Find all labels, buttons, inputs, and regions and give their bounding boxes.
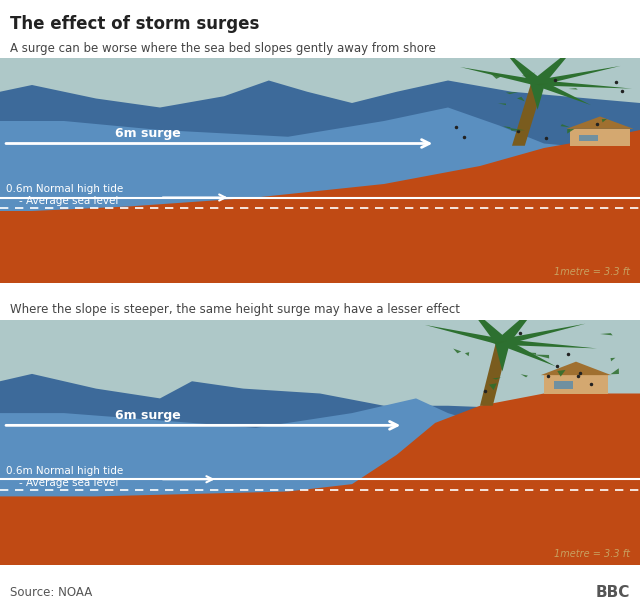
- Polygon shape: [502, 49, 545, 84]
- Polygon shape: [561, 124, 570, 127]
- Polygon shape: [497, 340, 556, 367]
- Polygon shape: [506, 92, 518, 94]
- Polygon shape: [467, 305, 509, 343]
- Text: 6m surge: 6m surge: [115, 409, 181, 422]
- Text: 0.6m Normal high tide: 0.6m Normal high tide: [6, 184, 124, 194]
- Polygon shape: [460, 67, 541, 85]
- Polygon shape: [557, 370, 566, 376]
- Polygon shape: [533, 354, 549, 359]
- Polygon shape: [567, 129, 575, 133]
- Polygon shape: [489, 383, 497, 390]
- Polygon shape: [544, 375, 608, 394]
- Polygon shape: [532, 81, 591, 105]
- Polygon shape: [0, 399, 640, 565]
- Text: - Average sea level: - Average sea level: [19, 478, 118, 488]
- Polygon shape: [568, 88, 578, 90]
- Polygon shape: [600, 333, 612, 335]
- Polygon shape: [534, 66, 621, 85]
- Polygon shape: [522, 73, 535, 77]
- Text: Where the slope is steeper, the same height surge may have a lesser effect: Where the slope is steeper, the same hei…: [10, 303, 460, 316]
- Text: BBC: BBC: [596, 585, 630, 600]
- Polygon shape: [0, 81, 640, 283]
- Polygon shape: [536, 84, 547, 85]
- Text: - Average sea level: - Average sea level: [19, 196, 118, 206]
- Text: A surge can be worse where the sea bed slopes gently away from shore: A surge can be worse where the sea bed s…: [10, 42, 435, 55]
- Polygon shape: [536, 80, 632, 89]
- Text: 1metre = 3.3 ft: 1metre = 3.3 ft: [554, 549, 630, 559]
- Polygon shape: [0, 130, 640, 283]
- Polygon shape: [570, 129, 630, 146]
- Polygon shape: [501, 339, 597, 349]
- Text: The effect of storm surges: The effect of storm surges: [10, 15, 259, 33]
- Polygon shape: [495, 301, 542, 343]
- Polygon shape: [541, 362, 611, 375]
- Polygon shape: [499, 323, 586, 344]
- Text: 0.6m Normal high tide: 0.6m Normal high tide: [6, 466, 124, 475]
- Polygon shape: [611, 358, 616, 362]
- Text: 6m surge: 6m surge: [115, 127, 181, 140]
- Polygon shape: [512, 83, 544, 146]
- Polygon shape: [530, 83, 545, 109]
- Polygon shape: [0, 320, 640, 565]
- Polygon shape: [531, 45, 577, 84]
- Polygon shape: [492, 341, 507, 344]
- Polygon shape: [465, 352, 469, 356]
- Polygon shape: [0, 374, 640, 565]
- Polygon shape: [453, 349, 461, 354]
- Polygon shape: [579, 135, 598, 141]
- Polygon shape: [0, 58, 640, 283]
- Polygon shape: [602, 119, 607, 122]
- Polygon shape: [503, 126, 511, 129]
- Polygon shape: [566, 116, 634, 129]
- Polygon shape: [0, 108, 640, 283]
- Polygon shape: [611, 368, 619, 375]
- Polygon shape: [495, 342, 510, 371]
- Polygon shape: [554, 381, 573, 389]
- Polygon shape: [492, 378, 501, 379]
- Polygon shape: [490, 73, 502, 79]
- Polygon shape: [517, 97, 525, 101]
- Polygon shape: [498, 103, 506, 105]
- Polygon shape: [510, 128, 525, 131]
- Text: 1metre = 3.3 ft: 1metre = 3.3 ft: [554, 268, 630, 277]
- Polygon shape: [0, 394, 640, 565]
- Text: Source: NOAA: Source: NOAA: [10, 586, 92, 599]
- Polygon shape: [425, 325, 506, 344]
- Polygon shape: [528, 352, 536, 355]
- Polygon shape: [480, 342, 509, 406]
- Polygon shape: [520, 374, 528, 378]
